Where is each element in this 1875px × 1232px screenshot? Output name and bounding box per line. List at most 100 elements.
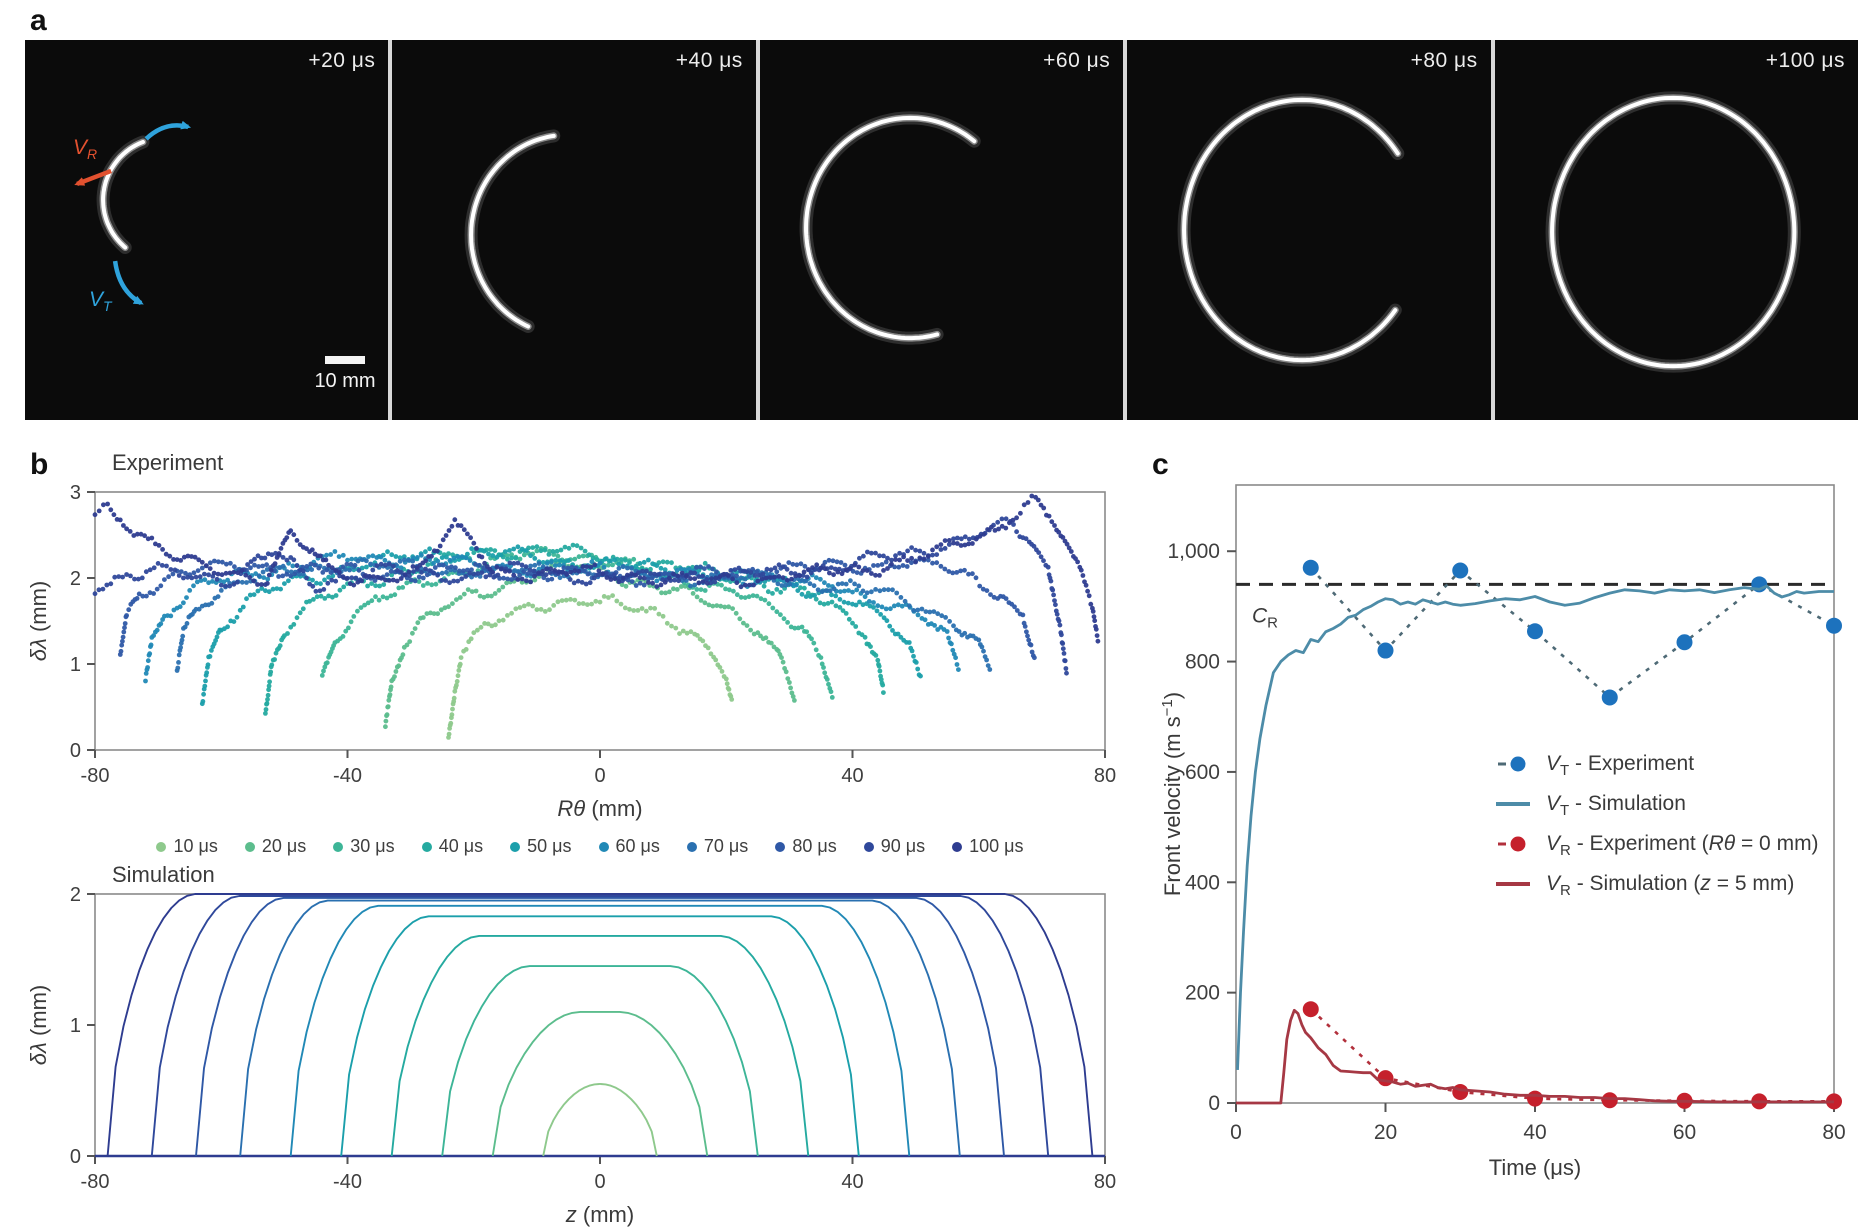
axis-text: -80 [81,1171,110,1193]
axis-text: 0 [70,740,81,762]
velocity-legend-item-0: VT - Experiment [1498,752,1694,779]
simulation-series-90μs [150,895,1050,1157]
simulation-series-70μs [239,899,961,1157]
axis-text: 1,000 [1167,540,1220,563]
legend-text: VR - Simulation (z = 5 mm) [1546,872,1794,899]
axis-text: 2 [70,568,81,590]
cr-label: CR [1252,604,1278,631]
velocity-series-2 [1302,1001,1842,1110]
legend-label: 80 μs [792,836,837,856]
legend-dot-icon [421,841,432,852]
legend-item-100μs: 100 μs [952,836,1024,857]
axis-text: 800 [1185,651,1220,674]
y-axis-label: δλ (mm) [30,581,51,661]
x-axis-label: Rθ (mm) [557,796,642,821]
legend-dot-icon [686,841,697,852]
data-point [1452,1083,1469,1100]
plot-frame [94,491,1106,751]
legend-item-30μs: 30 μs [333,836,395,857]
frame-time-label: +40 μs [675,49,743,72]
vr-arrow [74,168,112,187]
plasma-ring [469,133,557,329]
panel-a-label: a [30,4,47,37]
velocity-series-3 [1236,1008,1834,1105]
legend-item-80μs: 80 μs [775,836,837,857]
legend-dot-icon [952,841,963,852]
plasma-ring [464,129,561,334]
experiment-series-90μs [92,516,1069,676]
axis-text: 40 [1523,1121,1546,1144]
plasma-ring [101,139,145,250]
plasma-ring [803,115,977,341]
legend-label: 40 μs [438,836,484,856]
axis-text: 80 [1094,1171,1116,1193]
legend-label: 60 μs [615,836,660,856]
frame-time-label: +20 μs [308,49,376,72]
velocity-series-0 [1302,559,1842,706]
frame-2: +40 μs [392,40,756,420]
velocity-series-1 [1236,584,1834,1070]
legend-label: 30 μs [350,836,395,856]
vr-sub: R [87,146,98,163]
data-point [1452,562,1469,579]
legend-item-70μs: 70 μs [686,836,749,857]
plasma-ring [1549,95,1796,369]
series-line [1236,584,1834,1070]
simulation-series-60μs [289,904,911,1157]
film-strip: VR VT 10 mm +20 μs +40 μs +60 μs +80 μs +100 μs [25,40,1859,420]
plot-frame [1235,484,1835,1104]
frame-3: +60 μs [759,40,1124,420]
simulation-title: Simulation [112,862,215,887]
data-point [1377,642,1394,659]
data-point [1676,634,1693,651]
frame-image [1545,91,1801,373]
panel-c-label: c [1152,448,1169,481]
scale-bar [325,356,365,364]
frame-time-label: +100 μs [1765,49,1846,72]
axis-text: 80 [1822,1121,1845,1144]
vt-arrow-bottom [112,260,144,306]
data-point [1601,689,1618,706]
vt-label: VT [89,288,112,314]
legend-label: 90 μs [880,836,926,856]
axis-text: 2 [70,884,81,906]
axis-text: 20 [1374,1121,1397,1144]
simulation-series-20μs [491,1010,709,1157]
axis-text: 40 [841,1171,863,1193]
legend-label: 70 μs [703,836,749,856]
plasma-ring [467,132,558,331]
axis-text: 60 [1673,1121,1696,1144]
axis-text: 400 [1185,871,1220,894]
frame-4: +80 μs [1127,40,1491,420]
series-dashed-connector [1309,1008,1834,1103]
data-point [1527,623,1543,640]
axis-text: 40 [841,765,863,787]
data-point [1527,1090,1543,1107]
vr-label: VR [73,136,97,162]
vr-main: V [73,136,88,159]
axis-text: 80 [1094,765,1116,787]
experiment-series-100μs [92,493,1101,644]
scale-bar-label: 10 mm [314,370,376,392]
axis-text: 0 [1230,1121,1242,1144]
legend-marker-icon [1510,836,1526,852]
experiment-title: Experiment [112,450,224,475]
vt-sub: T [103,298,112,315]
legend-text: VT - Experiment [1546,752,1694,779]
legend-marker-icon [1510,756,1526,772]
frame-time-label: +80 μs [1410,49,1478,72]
axis-text: -40 [333,765,362,787]
legend-label: 50 μs [527,836,572,856]
axis-text: 0 [70,1146,81,1168]
axis-text: 0 [594,765,605,787]
velocity-legend-item-3: VR - Simulation (z = 5 mm) [1496,872,1794,899]
frame-image [1177,93,1405,367]
data-point [1826,617,1842,634]
frame-5: +100 μs [1494,40,1859,420]
simulation-series-40μs [390,934,810,1157]
legend-item-40μs: 40 μs [421,836,484,857]
legend-item-90μs: 90 μs [863,836,926,857]
y-axis-label: Front velocity (m s−1) [1159,692,1185,896]
time-legend: 10 μs 20 μs 30 μs 40 μs 50 μs 60 μs 70 μs 80 μs… [30,836,1150,857]
experiment-chart: 0 1 2 3 -80 -40 0 40 80 Rθ (mm) δλ (mm) [30,482,1116,821]
